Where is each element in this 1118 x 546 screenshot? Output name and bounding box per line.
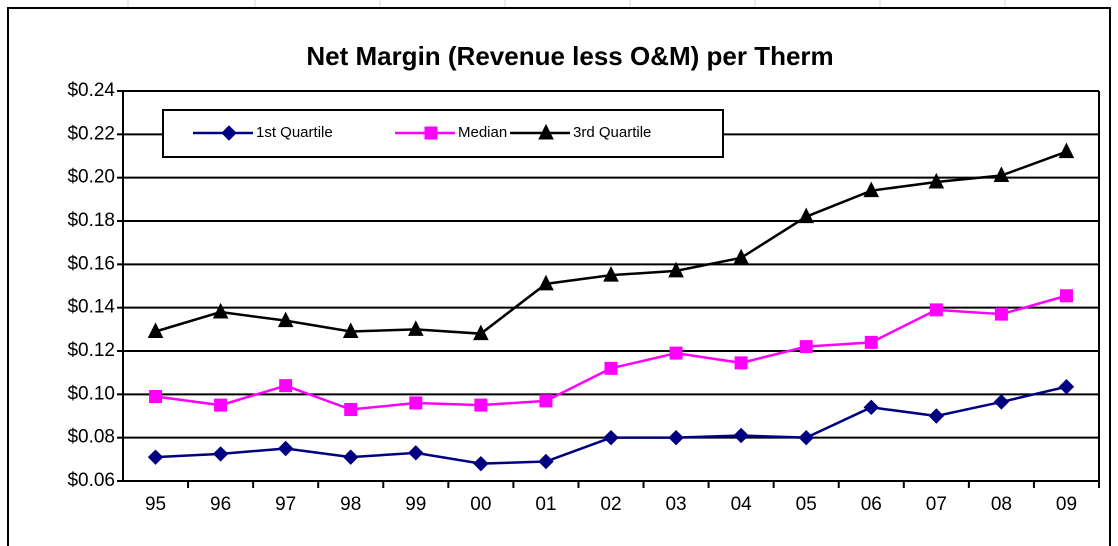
data-point [149,390,163,403]
chart-title: Net Margin (Revenue less O&M) per Therm [306,41,833,71]
x-tick-label: 04 [731,494,753,515]
data-point [734,356,748,370]
y-tick-label: $0.06 [67,470,115,491]
y-tick-label: $0.24 [67,80,115,101]
y-tick-label: $0.08 [67,427,115,448]
legend-marker [424,126,438,140]
x-tick-label: 99 [405,494,426,515]
y-tick-label: $0.16 [67,253,115,274]
legend: 1st Quartile Median 3rd Quartile [162,109,724,158]
x-tick-label: 08 [991,494,1012,515]
data-point [603,266,619,282]
data-point [668,261,684,278]
series [147,379,1075,472]
data-point [212,446,229,462]
data-point [277,311,294,328]
y-tick-label: $0.10 [67,383,115,404]
data-point [928,172,945,189]
data-point [604,361,618,375]
data-point [409,396,423,410]
data-point [993,394,1010,410]
sheet-grid [127,0,1006,8]
data-point [733,427,749,444]
data-point [603,429,619,446]
data-point [474,398,488,412]
data-point [798,207,815,224]
x-tick-label: 01 [535,494,556,515]
legend-label: 3rd Quartile [573,124,651,141]
y-tick-label: $0.12 [67,340,115,361]
data-point [408,445,424,461]
legend-marker [221,125,237,141]
y-tick-label: $0.20 [67,167,115,188]
data-point [929,303,943,317]
data-point [147,322,164,338]
x-tick-label: 02 [600,494,621,515]
data-point [538,274,554,291]
data-point [344,403,358,416]
legend-label: 1st Quartile [256,124,333,141]
data-point [1058,379,1075,395]
data-point [343,449,359,465]
y-tick-label: $0.18 [67,210,115,231]
data-point [863,399,879,416]
data-point [1058,142,1075,159]
x-tick-label: 98 [340,494,361,515]
data-point [277,440,294,457]
series [147,142,1075,341]
data-point [342,322,359,338]
data-point [538,453,554,470]
x-tick-label: 95 [145,494,166,515]
data-point [669,346,683,360]
chart-area [7,7,1111,546]
x-tick-label: 05 [796,494,817,515]
x-tick-label: 00 [470,494,491,515]
data-point [539,394,553,408]
data-point [864,335,878,349]
series [149,289,1073,416]
x-tick-label: 96 [210,494,231,515]
data-point [993,166,1010,182]
data-point [668,429,684,446]
data-point [994,307,1008,321]
x-tick-label: 03 [665,494,686,515]
legend-marker [538,123,554,140]
x-tick-label: 97 [275,494,296,515]
data-point [279,379,293,393]
y-tick-label: $0.14 [67,297,115,318]
data-point [473,455,489,472]
data-point [733,248,749,265]
data-point [798,429,814,446]
data-point [407,320,424,336]
data-point [147,449,164,465]
data-point [214,398,228,412]
data-point [863,181,880,198]
x-tick-label: 07 [926,494,947,515]
data-point [928,408,945,424]
data-point [473,324,489,341]
y-tick-label: $0.22 [67,123,115,144]
legend-label: Median [458,124,507,141]
data-point [212,302,229,319]
data-point [1059,289,1073,303]
data-point [799,340,813,354]
x-tick-label: 09 [1056,494,1077,515]
x-tick-label: 06 [861,494,882,515]
